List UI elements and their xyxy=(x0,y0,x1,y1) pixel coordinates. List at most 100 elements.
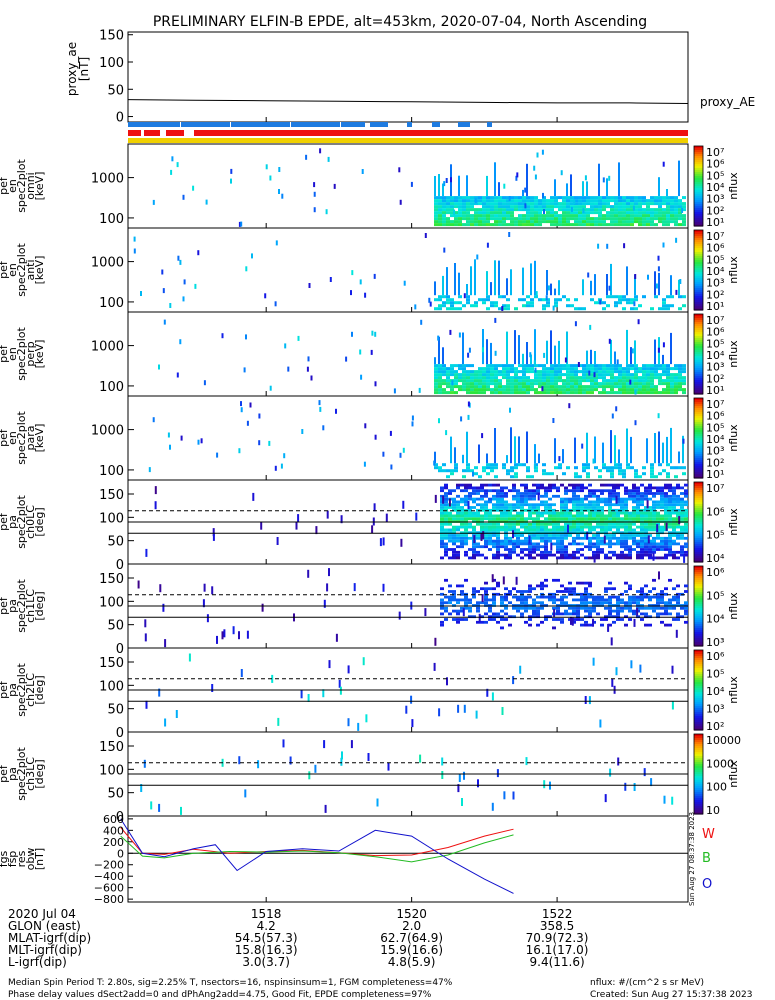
pitch-angle-cell xyxy=(572,542,576,546)
colorbar-swatch xyxy=(694,330,703,333)
spectrogram-cell xyxy=(478,202,482,206)
colorbar-tick-label: 10² xyxy=(706,456,724,469)
spectrogram-cell xyxy=(373,273,376,279)
spectrogram-cell xyxy=(516,172,519,178)
pitch-angle-cell xyxy=(468,531,472,535)
pitch-angle-cell xyxy=(636,595,640,599)
pitch-angle-cell xyxy=(524,494,528,498)
pitch-angle-cell xyxy=(684,500,688,504)
pitch-angle-cell xyxy=(456,536,460,540)
pitch-angle-cell xyxy=(500,528,504,532)
pitch-angle-cell xyxy=(552,553,556,557)
pitch-angle-cell xyxy=(323,599,326,608)
pitch-angle-cell xyxy=(572,606,576,610)
pitch-angle-cell xyxy=(648,548,652,551)
pitch-angle-cell xyxy=(672,539,676,543)
spectrogram-cell xyxy=(494,317,497,323)
pitch-angle-cell xyxy=(480,514,484,518)
pitch-angle-cell xyxy=(456,612,460,616)
pitch-angle-cell xyxy=(452,497,456,501)
spectrogram-cell xyxy=(634,469,638,473)
spectrogram-cell xyxy=(654,376,658,380)
colorbar-swatch xyxy=(694,208,703,211)
spectrogram-cell xyxy=(474,373,478,377)
pitch-angle-cell xyxy=(502,576,505,585)
pitch-angle-cell xyxy=(660,590,664,593)
spectrogram-cell xyxy=(590,202,594,206)
pitch-angle-cell xyxy=(556,542,560,546)
colorbar-label: nflux xyxy=(727,676,740,704)
colorbar-swatch xyxy=(694,692,703,695)
pitch-angle-cell xyxy=(476,492,480,495)
colorbar-frame xyxy=(693,481,704,563)
spectrogram-cell xyxy=(470,370,474,374)
pitch-angle-cell xyxy=(457,704,460,713)
spectrogram-cell xyxy=(606,205,610,209)
spectrogram-cell xyxy=(662,391,666,395)
spectrogram-cell xyxy=(466,214,470,218)
spectrogram-cell xyxy=(578,307,582,311)
pitch-angle-cell xyxy=(624,492,628,495)
pitch-angle-cell xyxy=(238,756,241,765)
spectrogram-cell xyxy=(650,373,654,377)
status-bar-segment xyxy=(128,122,365,127)
spectrogram-cell xyxy=(598,220,602,224)
pitch-angle-cell xyxy=(464,536,468,540)
pitch-angle-cell xyxy=(520,497,524,501)
colorbar-swatch xyxy=(694,440,703,443)
pitch-angle-cell xyxy=(596,536,600,540)
colorbar-swatch xyxy=(694,378,703,381)
spectrogram-cell xyxy=(622,196,626,200)
pitch-angle-cell xyxy=(584,486,588,490)
spectrogram-cell xyxy=(522,208,526,212)
spectrogram-cell xyxy=(526,223,530,227)
pitch-angle-cell xyxy=(460,525,464,529)
colorbar-tick-label: 10⁶ xyxy=(706,326,725,339)
spectrogram-cell xyxy=(562,388,566,392)
spectrogram-cell xyxy=(586,196,590,200)
pitch-angle-cell xyxy=(592,595,596,599)
spectrogram-cell xyxy=(542,202,546,206)
pitch-angle-cell xyxy=(612,494,616,498)
spectrogram-cell xyxy=(442,382,446,386)
pitch-angle-cell xyxy=(480,497,484,501)
spectrogram-cell xyxy=(470,214,474,218)
pitch-angle-cell xyxy=(508,550,512,554)
pitch-angle-cell xyxy=(504,598,508,602)
spectrogram-cell xyxy=(470,217,474,221)
colorbar-swatch xyxy=(694,752,703,755)
pitch-angle-cell xyxy=(548,503,552,507)
colorbar-tick-label: 10¹ xyxy=(706,300,724,313)
pitch-angle-cell xyxy=(588,595,592,599)
colorbar-swatch xyxy=(694,608,703,611)
spectrogram-cell xyxy=(258,413,261,419)
spectrogram-cell xyxy=(642,379,646,383)
pitch-angle-cell xyxy=(664,539,668,543)
spectrogram-cell xyxy=(538,223,542,227)
spectrogram-cell xyxy=(546,367,550,371)
footer-line1: Median Spin Period T: 2.80s, sig=2.25% T… xyxy=(8,978,453,988)
pitch-angle-cell xyxy=(484,534,488,537)
pitch-angle-cell xyxy=(576,542,580,546)
pitch-angle-cell xyxy=(444,494,448,498)
colorbar-swatch xyxy=(694,502,703,505)
pitch-angle-cell xyxy=(524,503,528,507)
pitch-angle-cell xyxy=(456,517,460,521)
spectrogram-cell xyxy=(594,301,598,305)
pitch-angle-cell xyxy=(643,768,646,777)
spectrogram-cell xyxy=(582,214,586,218)
spectrogram-cell xyxy=(558,376,562,380)
spectrogram-cell xyxy=(674,211,678,215)
x-axis-value: 4.2 xyxy=(257,919,276,933)
spectrogram-cell xyxy=(587,272,590,278)
pitch-angle-cell xyxy=(600,618,604,621)
spectrogram-cell xyxy=(634,307,638,311)
pitch-angle-cell xyxy=(338,679,341,688)
colorbar-swatch xyxy=(694,600,703,603)
pitch-angle-cell xyxy=(536,525,540,529)
pitch-angle-cell xyxy=(660,528,664,532)
pitch-angle-cell xyxy=(140,784,143,792)
spectrogram-cell xyxy=(542,388,546,392)
pitch-angle-cell xyxy=(616,542,620,546)
spectrogram-cell xyxy=(510,475,514,479)
